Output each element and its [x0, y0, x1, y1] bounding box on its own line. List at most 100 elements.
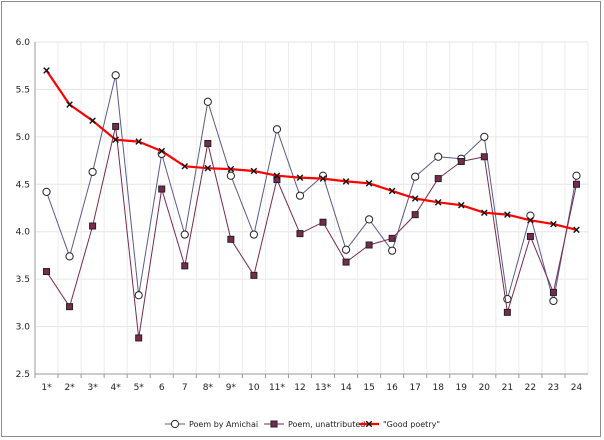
data-point: [388, 246, 397, 255]
legend-marker: [270, 420, 278, 428]
y-tick-label: 3.0: [16, 323, 31, 333]
data-point: [180, 230, 189, 239]
y-tick-label: 6.0: [16, 38, 31, 48]
y-tick-label: 5.5: [16, 85, 30, 95]
data-point: [296, 230, 304, 238]
data-point: [550, 220, 557, 228]
data-point: [388, 234, 396, 242]
data-point: [295, 191, 305, 200]
data-point: [411, 195, 419, 202]
x-tick-label: 18: [433, 383, 445, 393]
data-point: [272, 125, 282, 134]
x-tick-label: 16: [386, 383, 398, 393]
data-point: [135, 334, 143, 342]
data-point: [181, 162, 189, 170]
data-point: [549, 296, 558, 306]
x-axis: 1* 2* 3* 4* 5* 6 7 8* 9* 10 11* 12 13* 14 15 16 17 18 19 20…: [34, 373, 588, 393]
data-point: [89, 222, 97, 230]
data-point: [457, 158, 465, 166]
plot-area: [42, 67, 581, 342]
data-point: [365, 241, 373, 249]
x-tick-label: 10: [248, 383, 260, 393]
x-tick-label: 13*: [315, 383, 331, 393]
data-point: [504, 211, 511, 218]
legend-label: "Good poetry": [383, 420, 440, 429]
x-tick-label: 21: [502, 383, 513, 393]
x-tick-label: 17: [409, 383, 420, 393]
data-point: [572, 171, 581, 180]
data-point: [480, 132, 489, 141]
x-tick-label: 22: [525, 383, 536, 393]
x-tick-label: 23: [548, 383, 559, 393]
data-point: [388, 187, 396, 195]
data-point: [273, 172, 281, 180]
data-point: [526, 232, 534, 240]
y-tick-label: 3.5: [16, 275, 30, 285]
data-point: [342, 178, 350, 185]
data-point: [365, 215, 374, 224]
data-point: [411, 211, 419, 219]
x-tick-label: 15: [363, 383, 374, 393]
data-point: [66, 303, 74, 311]
data-point: [250, 271, 258, 279]
data-point: [135, 138, 142, 145]
data-point: [503, 308, 511, 316]
x-tick-label: 4*: [111, 383, 122, 393]
legend-label: Poem, unattributed: [288, 420, 365, 429]
data-point: [226, 171, 235, 180]
legend: Poem by Amichai Poem, unattributed "Good p…: [165, 419, 440, 429]
x-tick-label: 19: [456, 383, 468, 393]
legend-marker: [170, 419, 180, 429]
series-good-poetry: [43, 67, 580, 234]
data-point: [227, 165, 235, 173]
series-poem-unattributed: [43, 122, 580, 342]
x-tick-label: 1*: [41, 383, 52, 393]
legend-item: "Good poetry": [359, 420, 440, 429]
data-point: [203, 97, 212, 106]
data-point: [434, 175, 442, 183]
data-point: [42, 187, 51, 196]
data-point: [88, 167, 97, 177]
data-point: [250, 167, 258, 175]
data-point: [411, 172, 420, 181]
data-point: [43, 268, 51, 276]
data-point: [249, 230, 258, 239]
x-tick-label: 11*: [269, 383, 285, 393]
x-tick-label: 9*: [226, 383, 237, 393]
data-point: [43, 67, 50, 74]
x-tick-label: 24: [571, 383, 583, 393]
legend-item: Poem, unattributed: [264, 420, 365, 429]
x-tick-label: 2*: [64, 383, 75, 393]
data-point: [181, 262, 189, 270]
legend-item: Poem by Amichai: [165, 419, 258, 429]
data-point: [112, 136, 119, 143]
data-point: [134, 291, 143, 300]
data-point: [480, 153, 488, 161]
series-line: [45, 69, 577, 231]
data-point: [481, 209, 488, 217]
data-point: [457, 201, 465, 209]
x-tick-label: 8*: [203, 383, 214, 393]
data-point: [89, 117, 96, 125]
data-point: [342, 258, 350, 266]
data-point: [549, 288, 557, 296]
data-point: [434, 199, 442, 206]
legend-label: Poem by Amichai: [189, 420, 258, 429]
x-tick-label: 6: [159, 383, 165, 393]
series-line: [46, 125, 577, 339]
legend-marker: [365, 420, 373, 428]
x-tick-label: 20: [479, 383, 491, 393]
data-point: [365, 180, 373, 187]
y-axis: 2.5 3.0 3.5 4.0 4.5 5.0 5.5 6.0: [16, 38, 36, 380]
data-point: [158, 185, 166, 193]
data-point: [158, 147, 166, 155]
data-point: [319, 175, 327, 182]
data-point: [296, 174, 304, 181]
data-point: [572, 180, 580, 188]
x-tick-label: 5*: [134, 383, 145, 393]
x-tick-label: 12: [294, 383, 305, 393]
data-point: [434, 152, 443, 161]
data-point: [65, 252, 74, 261]
